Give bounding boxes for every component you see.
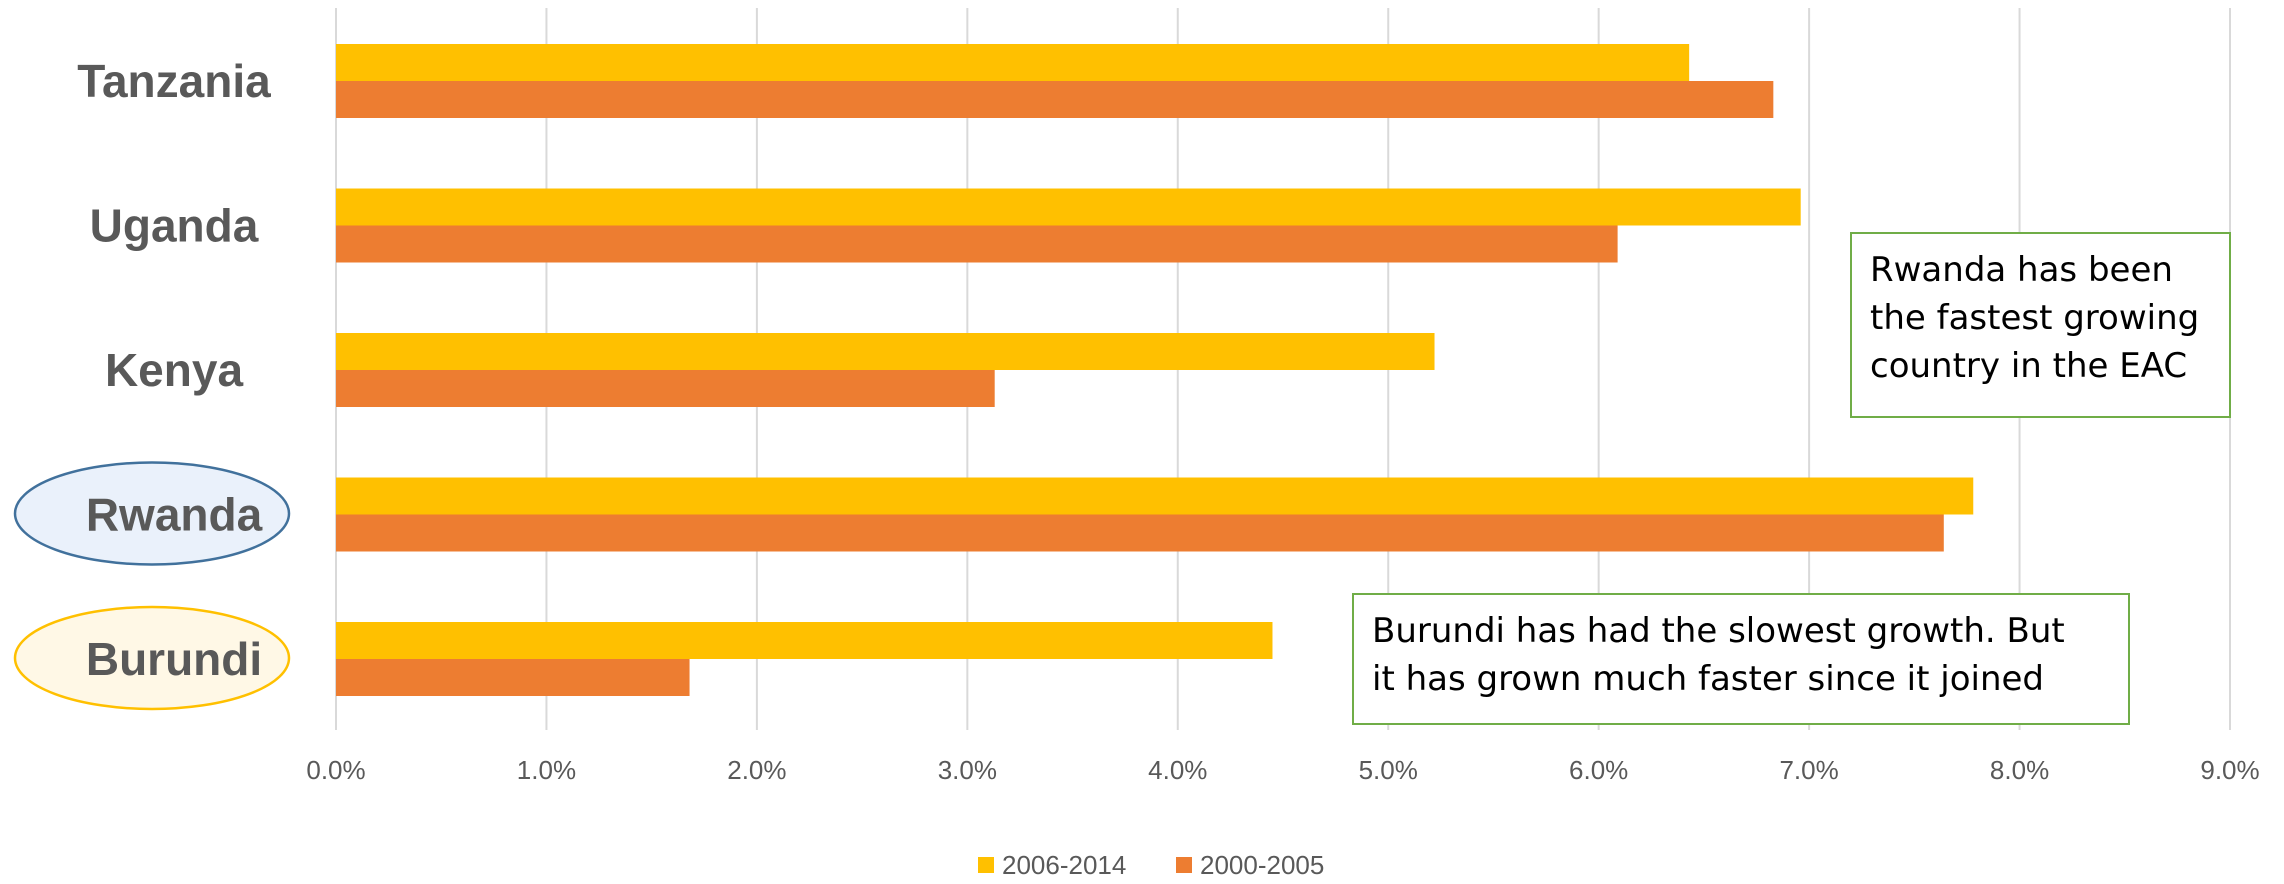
- bar-group-tanzania: [336, 44, 1774, 118]
- category-label-tanzania: Tanzania: [77, 55, 271, 107]
- x-tick-label: 0.0%: [306, 755, 365, 785]
- x-tick-label: 8.0%: [1990, 755, 2049, 785]
- category-labels: Tanzania Uganda Kenya Rwanda Burundi: [13, 55, 291, 711]
- bar-burundi-2000-2005: [336, 659, 690, 696]
- x-tick-label: 9.0%: [2200, 755, 2259, 785]
- legend: 2006-2014 2000-2005: [978, 850, 1324, 880]
- x-tick-label: 1.0%: [517, 755, 576, 785]
- legend-label-2006-2014: 2006-2014: [1002, 850, 1126, 879]
- highlight-ellipse-burundi: [13, 605, 291, 711]
- bar-kenya-2006-2014: [336, 333, 1435, 370]
- bar-rwanda-2006-2014: [336, 477, 1974, 515]
- bar-tanzania-2006-2014: [336, 44, 1690, 81]
- x-tick-label: 4.0%: [1148, 755, 1207, 785]
- burundi-callout-line-2: it has grown much faster since it joined: [1372, 659, 2044, 699]
- x-tick-label: 6.0%: [1569, 755, 1628, 785]
- rwanda-callout-line-2: the fastest growing: [1870, 298, 2200, 338]
- bar-uganda-2006-2014: [336, 188, 1801, 226]
- x-tick-label: 7.0%: [1779, 755, 1838, 785]
- bar-tanzania-2000-2005: [336, 81, 1774, 118]
- rwanda-callout-line-1: Rwanda has been: [1870, 250, 2173, 290]
- legend-swatch-2006-2014: [978, 857, 994, 873]
- x-axis-ticks: 0.0% 1.0% 2.0% 3.0% 4.0% 5.0% 6.0% 7.0% 8.0% 9.0%: [306, 755, 2259, 785]
- bar-kenya-2000-2005: [336, 370, 995, 407]
- bar-burundi-2006-2014: [336, 622, 1273, 659]
- category-label-burundi: Burundi: [86, 633, 262, 685]
- bar-rwanda-2000-2005: [336, 514, 1944, 552]
- bar-uganda-2000-2005: [336, 225, 1618, 263]
- bars: [336, 44, 1974, 696]
- x-tick-label: 5.0%: [1359, 755, 1418, 785]
- x-tick-label: 2.0%: [727, 755, 786, 785]
- legend-swatch-2000-2005: [1176, 857, 1192, 873]
- bar-group-rwanda: [336, 477, 1974, 552]
- bar-group-uganda: [336, 188, 1801, 263]
- bar-group-burundi: [336, 622, 1273, 696]
- burundi-callout-line-1: Burundi has had the slowest growth. But: [1372, 611, 2065, 651]
- rwanda-callout-line-3: country in the EAC: [1870, 346, 2188, 386]
- legend-label-2000-2005: 2000-2005: [1200, 850, 1324, 879]
- highlight-ellipse-rwanda: [13, 461, 291, 566]
- rwanda-callout-box: Rwanda has been the fastest growing coun…: [1850, 232, 2231, 418]
- category-label-kenya: Kenya: [105, 344, 243, 396]
- bar-group-kenya: [336, 333, 1435, 407]
- burundi-callout-box: Burundi has had the slowest growth. But …: [1352, 593, 2130, 725]
- category-label-rwanda: Rwanda: [86, 489, 263, 541]
- x-tick-label: 3.0%: [938, 755, 997, 785]
- category-label-uganda: Uganda: [90, 200, 259, 252]
